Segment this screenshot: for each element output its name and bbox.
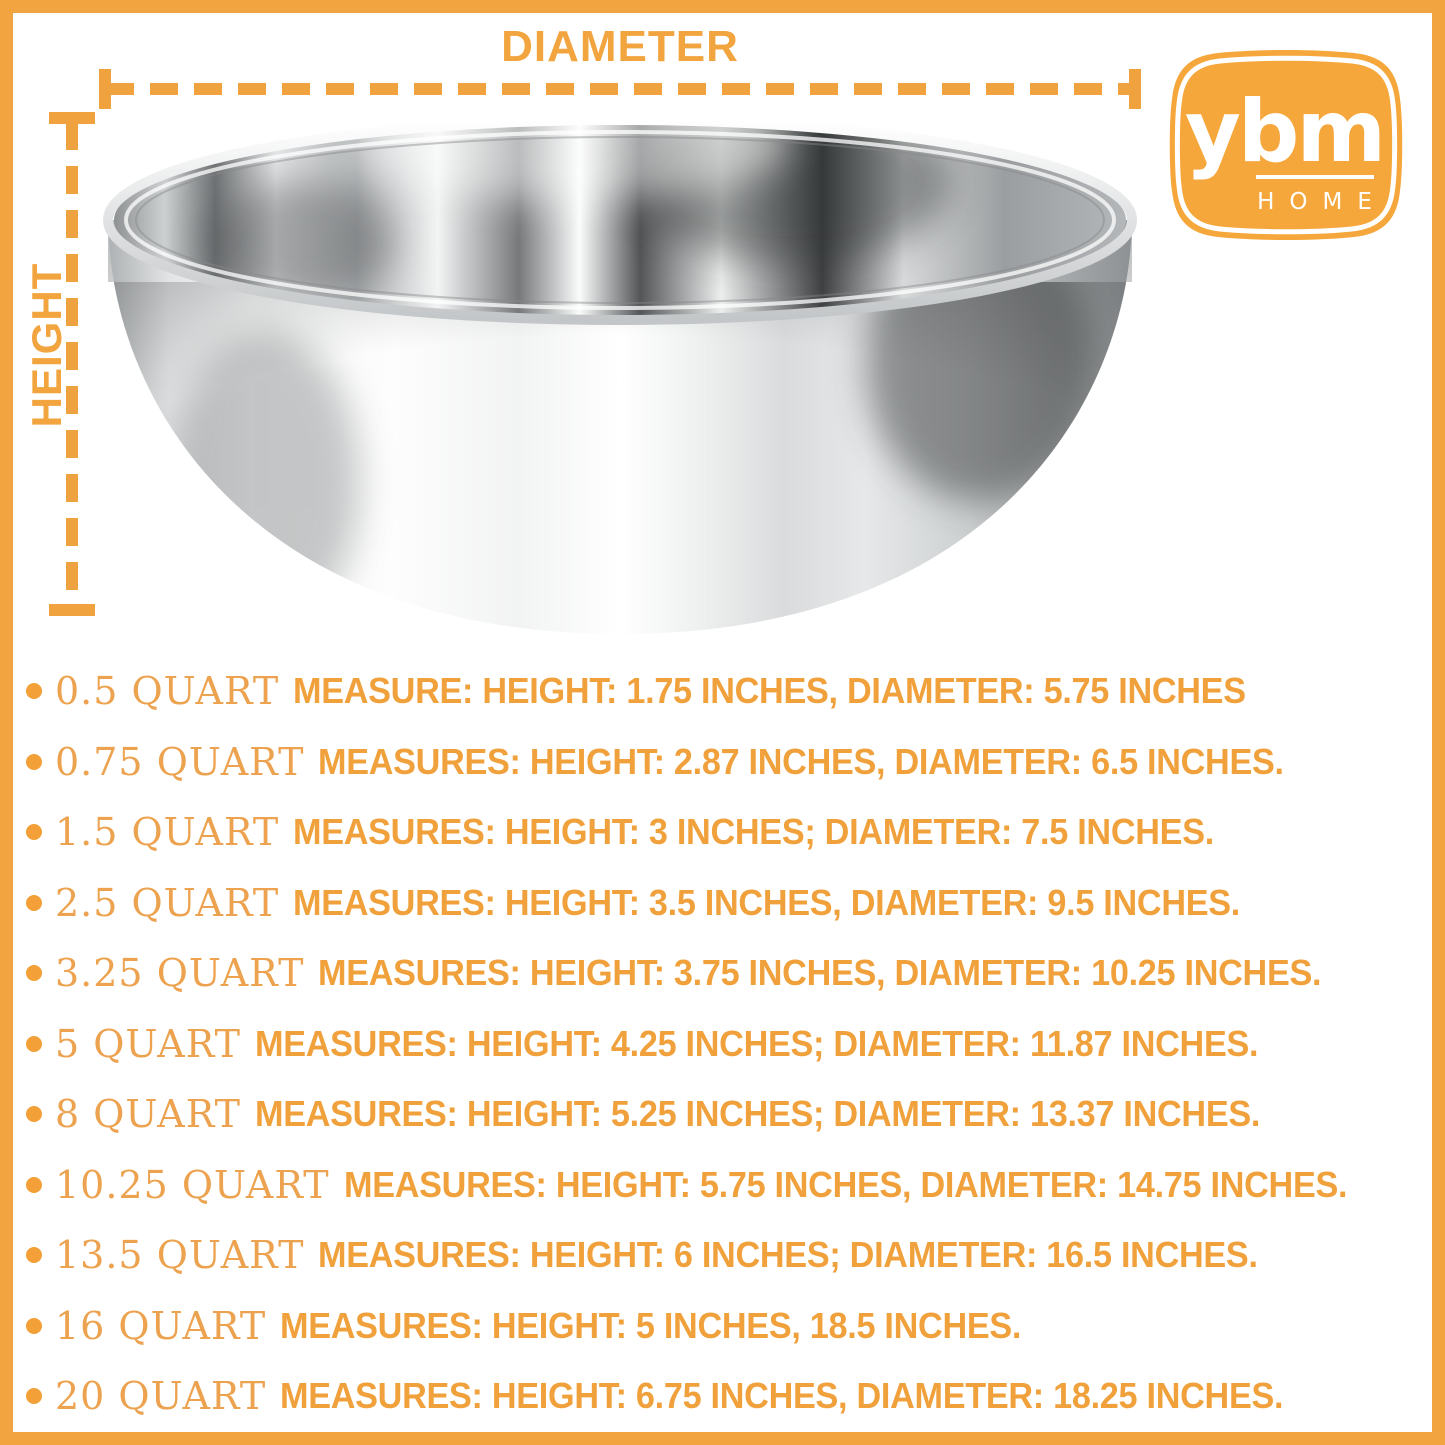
bullet-icon: [26, 753, 42, 770]
size-details: MEASURES: HEIGHT: 4.25 INCHES; DIAMETER:…: [255, 1022, 1259, 1064]
size-details: MEASURES: HEIGHT: 5.25 INCHES; DIAMETER:…: [255, 1093, 1261, 1135]
size-list: 0.5 QUART MEASURE: HEIGHT: 1.75 INCHES, …: [26, 656, 1428, 1432]
badge-inner-outline: [1174, 55, 1398, 235]
list-item: 8 QUART MEASURES: HEIGHT: 5.25 INCHES; D…: [26, 1079, 1428, 1150]
size-details: MEASURES: HEIGHT: 3 INCHES; DIAMETER: 7.…: [293, 811, 1215, 853]
size-details: MEASURES: HEIGHT: 6.75 INCHES, DIAMETER:…: [280, 1375, 1284, 1417]
size-label: 10.25 QUART: [55, 1162, 330, 1207]
list-item: 16 QUART MEASURES: HEIGHT: 5 INCHES, 18.…: [26, 1291, 1428, 1362]
bullet-icon: [26, 1106, 42, 1123]
list-item: 3.25 QUART MEASURES: HEIGHT: 3.75 INCHES…: [26, 938, 1428, 1009]
size-label: 16 QUART: [55, 1303, 267, 1348]
ybm-home-badge: ybm HOME: [1169, 50, 1403, 240]
bullet-icon: [26, 1247, 42, 1264]
height-line-bottom-cap: [49, 604, 95, 616]
bowl-image: [103, 115, 1137, 634]
height-dimension-line: [66, 122, 78, 604]
size-details: MEASURES: HEIGHT: 5.75 INCHES, DIAMETER:…: [343, 1163, 1347, 1205]
bowl-rim: [103, 115, 1137, 325]
bullet-icon: [26, 1176, 42, 1193]
diameter-line-right-cap: [1129, 69, 1141, 109]
list-item: 10.25 QUART MEASURES: HEIGHT: 5.75 INCHE…: [26, 1150, 1428, 1221]
list-item: 0.5 QUART MEASURE: HEIGHT: 1.75 INCHES, …: [26, 656, 1428, 727]
list-item: 1.5 QUART MEASURES: HEIGHT: 3 INCHES; DI…: [26, 797, 1428, 868]
diameter-label: DIAMETER: [501, 22, 739, 71]
brand-name: ybm: [1185, 82, 1383, 182]
size-label: 5 QUART: [55, 1021, 241, 1066]
size-details: MEASURES: HEIGHT: 2.87 INCHES, DIAMETER:…: [318, 740, 1285, 782]
bullet-icon: [26, 965, 42, 982]
size-label: 0.75 QUART: [55, 739, 305, 784]
bullet-icon: [26, 1035, 42, 1052]
list-item: 0.75 QUART MEASURES: HEIGHT: 2.87 INCHES…: [26, 727, 1428, 798]
bullet-icon: [26, 683, 42, 700]
list-item: 5 QUART MEASURES: HEIGHT: 4.25 INCHES; D…: [26, 1009, 1428, 1080]
size-details: MEASURES: HEIGHT: 3.5 INCHES, DIAMETER: …: [293, 881, 1241, 923]
diameter-dimension-line: [106, 83, 1134, 95]
bullet-icon: [26, 894, 42, 911]
list-item: 2.5 QUART MEASURES: HEIGHT: 3.5 INCHES, …: [26, 868, 1428, 939]
height-label: HEIGHT: [23, 262, 70, 428]
brand-logo: ybm HOME: [1166, 45, 1406, 245]
brand-word: HOME: [1257, 189, 1387, 215]
size-details: MEASURE: HEIGHT: 1.75 INCHES, DIAMETER: …: [293, 670, 1247, 712]
size-label: 8 QUART: [55, 1092, 241, 1137]
height-line-top-cap: [49, 112, 95, 124]
size-label: 13.5 QUART: [55, 1233, 305, 1278]
badge-shape: [1169, 50, 1403, 240]
size-details: MEASURES: HEIGHT: 5 INCHES, 18.5 INCHES.: [280, 1304, 1022, 1346]
size-label: 2.5 QUART: [55, 880, 280, 925]
bullet-icon: [26, 824, 42, 841]
size-label: 0.5 QUART: [55, 669, 280, 714]
bullet-icon: [26, 1388, 42, 1405]
size-label: 20 QUART: [55, 1374, 267, 1419]
list-item: 13.5 QUART MEASURES: HEIGHT: 6 INCHES; D…: [26, 1220, 1428, 1291]
size-details: MEASURES: HEIGHT: 3.75 INCHES, DIAMETER:…: [318, 952, 1322, 994]
bowl-photo: [100, 102, 1140, 647]
size-label: 1.5 QUART: [55, 810, 280, 855]
list-item: 20 QUART MEASURES: HEIGHT: 6.75 INCHES, …: [26, 1361, 1428, 1432]
diameter-line-left-cap: [99, 69, 111, 109]
bullet-icon: [26, 1317, 42, 1334]
size-details: MEASURES: HEIGHT: 6 INCHES; DIAMETER: 16…: [318, 1234, 1259, 1276]
size-label: 3.25 QUART: [55, 951, 305, 996]
